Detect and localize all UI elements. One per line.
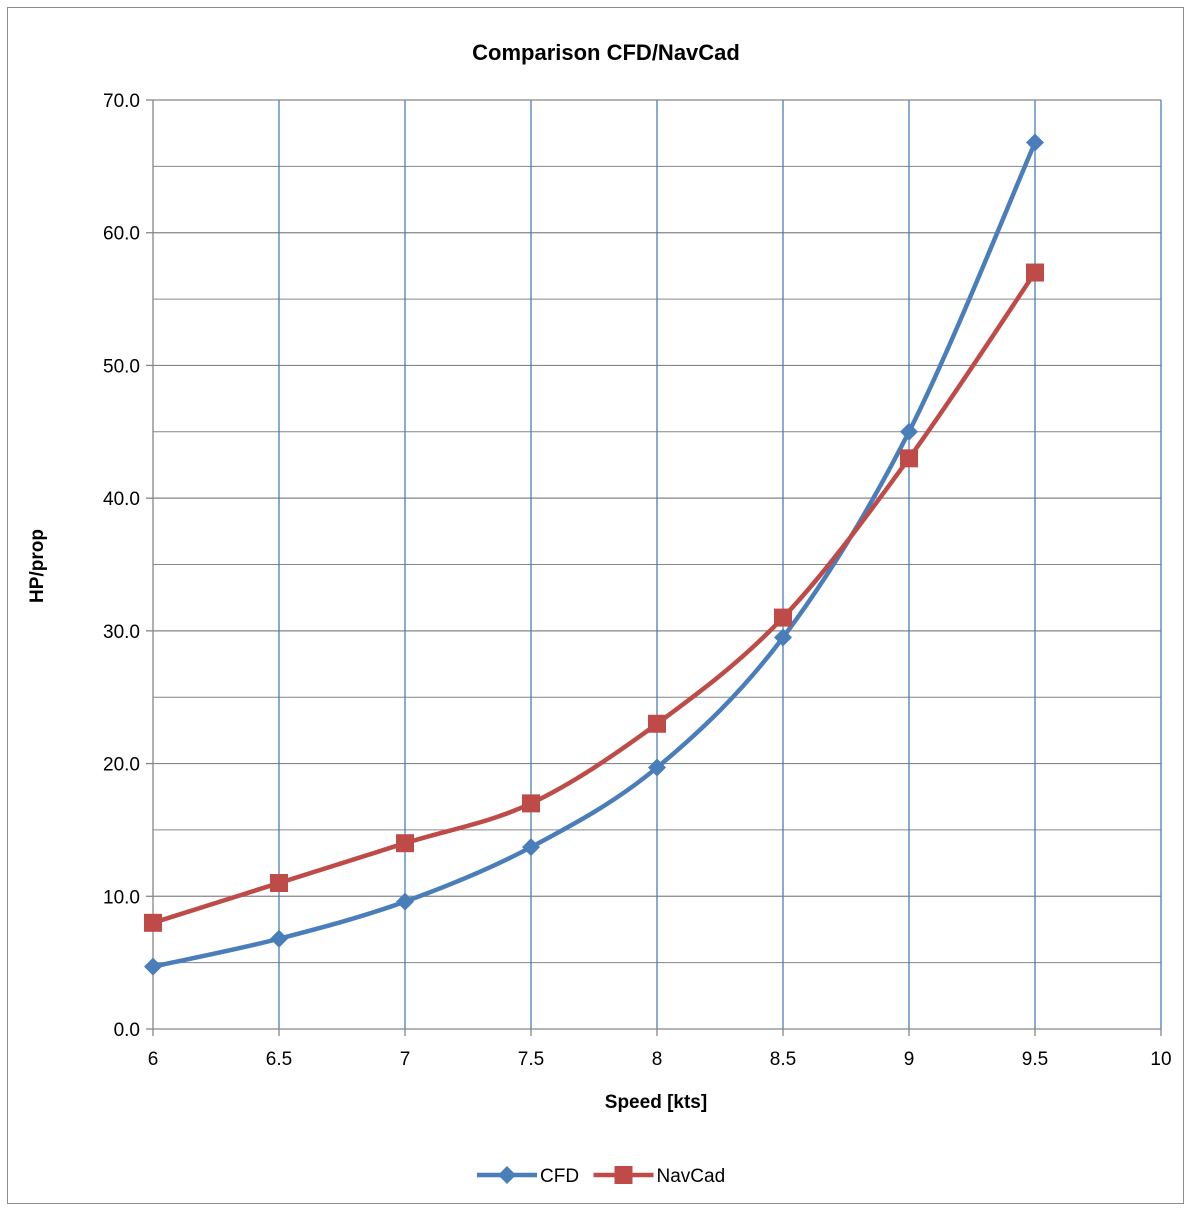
data-point-navcad: [900, 449, 918, 468]
legend-label-navcad: NavCad: [657, 1166, 726, 1187]
tick-layer: 0.0 10.0 20.0 30.0 40.0 50.0 60.0 70.0 6 6.5 7 7.5 8…: [103, 91, 1172, 1070]
data-point-cfd: [522, 838, 540, 857]
data-point-cfd: [144, 957, 162, 976]
x-tick-label: 6.5: [266, 1049, 292, 1070]
axis-layer: [146, 99, 1162, 1036]
legend-label-cfd: CFD: [540, 1166, 579, 1187]
data-point-cfd: [648, 758, 666, 777]
x-tick-label: 10: [1150, 1049, 1171, 1070]
data-point-cfd: [1026, 133, 1044, 152]
x-tick-label: 8.5: [770, 1049, 796, 1070]
y-tick-label: 30.0: [103, 622, 140, 643]
y-tick-label: 50.0: [103, 356, 140, 377]
y-tick-label: 40.0: [103, 489, 140, 510]
y-tick-label: 10.0: [103, 887, 140, 908]
x-axis-title: Speed [kts]: [605, 1092, 707, 1113]
data-point-navcad: [648, 714, 666, 733]
data-point-cfd: [774, 628, 792, 647]
series-navcad: [144, 263, 1044, 932]
x-tick-label: 7.5: [518, 1049, 544, 1070]
chart-frame: [7, 7, 1184, 1204]
data-point-cfd: [396, 892, 414, 911]
data-point-navcad: [1026, 263, 1044, 282]
x-tick-label: 6: [148, 1049, 159, 1070]
grid-layer: [153, 99, 1162, 1029]
series-line-cfd: [150, 140, 1038, 969]
y-tick-label: 0.0: [114, 1020, 140, 1041]
data-point-navcad: [522, 794, 540, 813]
legend-marker-cfd: [498, 1166, 516, 1184]
chart-title: Comparison CFD/NavCad: [472, 40, 740, 65]
x-tick-label: 9.5: [1022, 1049, 1048, 1070]
series-layer: [144, 133, 1044, 976]
y-axis-title: HP/prop: [27, 529, 48, 603]
series-line-navcad: [150, 270, 1038, 926]
legend-marker-navcad: [614, 1166, 633, 1184]
data-point-navcad: [396, 834, 414, 853]
y-tick-label: 70.0: [103, 91, 140, 112]
legend: CFD NavCad: [477, 1166, 725, 1187]
data-point-navcad: [144, 913, 162, 932]
x-tick-label: 9: [904, 1049, 915, 1070]
data-point-navcad: [774, 608, 792, 627]
x-tick-label: 8: [652, 1049, 663, 1070]
data-point-cfd: [270, 929, 288, 948]
data-point-cfd: [900, 422, 918, 441]
series-cfd: [144, 133, 1044, 976]
x-tick-label: 7: [400, 1049, 411, 1070]
y-tick-label: 60.0: [103, 224, 140, 245]
data-point-navcad: [270, 874, 288, 893]
y-tick-label: 20.0: [103, 755, 140, 776]
